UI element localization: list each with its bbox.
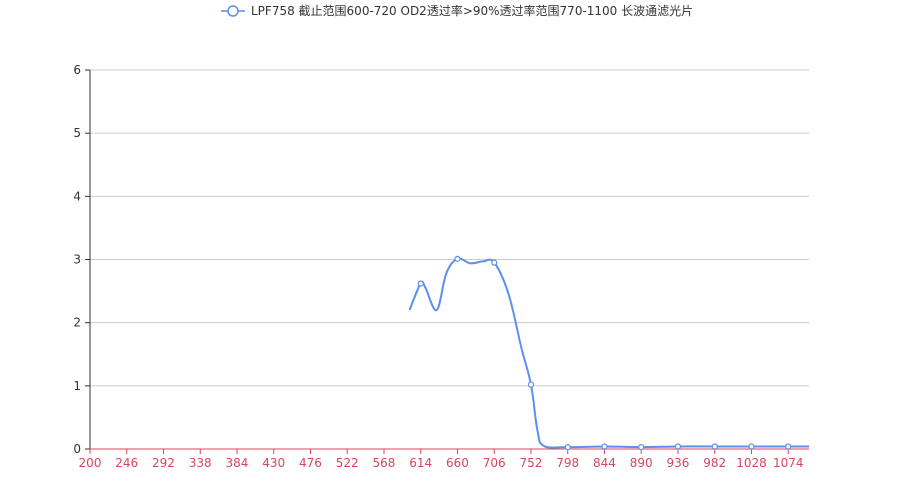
plot-area (408, 255, 809, 451)
y-tick-label: 0 (73, 442, 81, 456)
x-tick-label: 1074 (773, 456, 804, 470)
data-point[interactable] (527, 381, 535, 388)
x-tick-label: 246 (115, 456, 138, 470)
x-tick-label: 430 (262, 456, 285, 470)
data-point[interactable] (711, 443, 718, 450)
data-point[interactable] (491, 259, 498, 266)
x-tick-label: 844 (593, 456, 616, 470)
x-tick-label: 476 (299, 456, 322, 470)
x-tick-label: 384 (226, 456, 249, 470)
x-tick-label: 798 (556, 456, 579, 470)
data-point[interactable] (748, 443, 755, 450)
y-tick-label: 6 (73, 63, 81, 77)
x-tick-label: 1028 (736, 456, 767, 470)
x-tick-label: 292 (152, 456, 175, 470)
y-tick-label: 4 (73, 189, 81, 203)
x-tick-label: 936 (667, 456, 690, 470)
x-tick-label: 522 (336, 456, 359, 470)
y-tick-label: 2 (73, 316, 81, 330)
data-point[interactable] (638, 444, 645, 451)
series-line[interactable] (408, 257, 809, 449)
x-tick-label: 200 (79, 456, 102, 470)
x-tick-label: 338 (189, 456, 212, 470)
x-tick-label: 752 (520, 456, 543, 470)
x-tick-label: 982 (703, 456, 726, 470)
x-tick-label: 706 (483, 456, 506, 470)
data-point[interactable] (454, 255, 461, 262)
data-point[interactable] (564, 444, 571, 451)
x-tick-label: 890 (630, 456, 653, 470)
x-tick-label: 660 (446, 456, 469, 470)
x-axis: 200 246 292 338 384 430 476 522 568 614 660 706 752 7… (79, 448, 809, 470)
y-tick-label: 3 (73, 253, 81, 267)
legend[interactable]: LPF758 截止范围600-720 OD2透过率>90%透过率范围770-11… (221, 3, 693, 18)
y-tick-label: 1 (73, 379, 81, 393)
legend-marker-icon (227, 5, 239, 17)
grid-lines (90, 69, 809, 387)
data-point[interactable] (785, 443, 792, 450)
data-point[interactable] (601, 443, 608, 450)
x-tick-label: 614 (409, 456, 432, 470)
x-tick-label: 568 (373, 456, 396, 470)
legend-label: LPF758 截止范围600-720 OD2透过率>90%透过率范围770-11… (251, 3, 693, 18)
data-point[interactable] (417, 280, 424, 287)
y-axis: 0 1 2 3 4 5 6 (73, 63, 91, 456)
y-tick-label: 5 (73, 126, 81, 140)
data-point[interactable] (674, 443, 682, 450)
